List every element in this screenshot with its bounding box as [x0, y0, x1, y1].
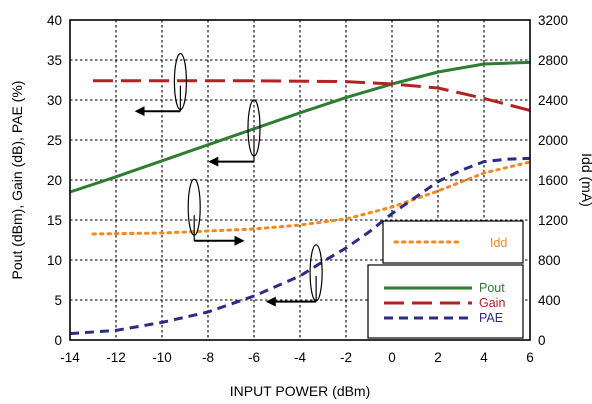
series-line-pae [69, 156, 531, 336]
right-y-tick-label: 3200 [538, 13, 568, 28]
right-y-tick-label: 1600 [538, 173, 568, 188]
left-y-tick-label: 5 [54, 293, 62, 308]
legend-label-pout: Pout [479, 281, 505, 295]
right-y-tick-label: 1200 [538, 213, 568, 228]
x-tick-label: -12 [106, 350, 126, 365]
left-y-tick-label: 30 [47, 93, 62, 108]
series-line-gain [93, 79, 531, 112]
x-tick-labels: -14 -12 -10 -8 -6 -4 -2 0 2 4 6 [60, 350, 534, 365]
left-y-tick-label: 15 [47, 213, 62, 228]
left-y-tick-label: 25 [47, 133, 62, 148]
pae-annotation [265, 244, 323, 307]
x-tick-label: 2 [434, 350, 442, 365]
x-tick-label: -6 [248, 350, 260, 365]
x-tick-label: 6 [526, 350, 534, 365]
series-line-idd [91, 160, 532, 236]
right-y-tick-label: 0 [538, 333, 546, 348]
left-y-tick-label: 0 [54, 333, 62, 348]
right-y-tick-label: 800 [538, 253, 561, 268]
series-line-pout [69, 60, 531, 194]
x-tick-label: -10 [152, 350, 172, 365]
legend-label-pae: PAE [479, 311, 503, 325]
x-tick-label: -8 [202, 350, 214, 365]
legend-label-idd: Idd [490, 236, 507, 250]
right-y-tick-labels: 0 400 800 1200 1600 2000 2400 2800 3200 [538, 13, 568, 348]
left-y-tick-label: 10 [47, 253, 62, 268]
x-axis-label: INPUT POWER (dBm) [230, 383, 371, 399]
left-y-tick-label: 40 [47, 13, 62, 28]
series-lines [69, 60, 532, 336]
idd-annotation [187, 178, 245, 246]
x-tick-label: 4 [480, 350, 488, 365]
right-y-tick-label: 2800 [538, 53, 568, 68]
legend-idd: Idd [382, 220, 524, 264]
right-y-tick-label: 2000 [538, 133, 568, 148]
left-y-tick-label: 35 [47, 53, 62, 68]
x-tick-label: -14 [60, 350, 80, 365]
x-tick-label: 0 [388, 350, 396, 365]
annotations [134, 52, 323, 307]
right-y-tick-label: 400 [538, 293, 561, 308]
right-y-tick-label: 2400 [538, 93, 568, 108]
pout-annotation [208, 99, 261, 167]
x-tick-label: -4 [294, 350, 306, 365]
plot-frame [69, 19, 531, 341]
left-y-tick-labels: 0 5 10 15 20 25 30 35 40 [47, 13, 62, 348]
right-y-axis-label: Idd (mA) [579, 153, 592, 207]
x-tick-label: -2 [340, 350, 352, 365]
legend-label-gain: Gain [479, 296, 505, 310]
left-y-axis-label: Pout (dBm), Gain (dB), PAE (%) [9, 81, 25, 280]
left-y-tick-label: 20 [47, 173, 62, 188]
gain-annotation [134, 52, 187, 117]
